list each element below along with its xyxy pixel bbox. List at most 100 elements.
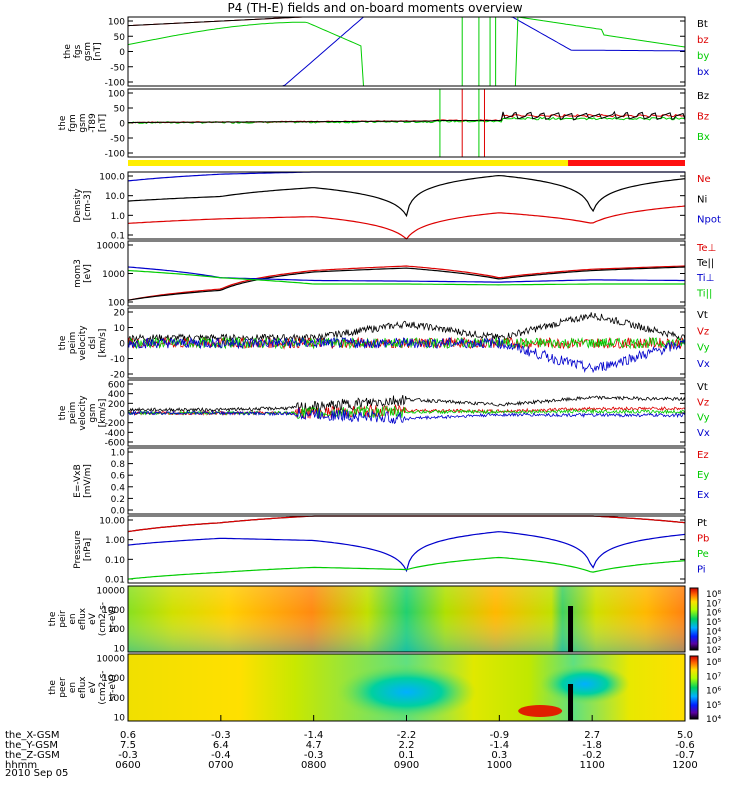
legend-Vt: Vt	[697, 310, 708, 321]
panel-4-ylabel: mom3	[73, 259, 83, 288]
panel-9-ylabel: peir	[58, 610, 68, 628]
panel-2-ylabel: gsm	[78, 113, 88, 132]
panel-1-ytick: -50	[110, 63, 125, 73]
xaxis-value: 5.0	[677, 730, 693, 741]
xaxis-value: -0.3	[118, 750, 138, 761]
panel-6-ytick: -600	[105, 439, 126, 449]
series-Vt	[127, 312, 686, 343]
mode-bar-fast	[568, 160, 685, 166]
panel-9-ytick: 10	[114, 645, 126, 655]
panel-10-ylabel: the	[48, 680, 58, 695]
panel-2-ylabel: fgm	[68, 114, 78, 132]
xaxis-value: -0.3	[304, 750, 324, 761]
colorbar-tick: 10⁶	[706, 687, 721, 697]
panel-1-ytick: 100	[108, 18, 125, 28]
panel-10-ylabel: peer	[58, 677, 68, 698]
panel-6-ytick: 600	[108, 381, 125, 391]
panel-7-ytick: 0.2	[111, 495, 125, 505]
legend-Vy: Vy	[697, 343, 710, 354]
panel-4-ytick: 10000	[96, 242, 125, 252]
panel-10-ytick: 10000	[96, 655, 125, 665]
electron-spectrogram-blob	[539, 664, 630, 704]
series-Vx	[127, 408, 686, 425]
panel-3-ytick: 1.0	[111, 212, 126, 222]
panel-6-frame	[127, 379, 686, 447]
colorbar-tick: 10⁷	[706, 599, 721, 609]
series-Npot	[127, 171, 685, 182]
legend-Vz: Vz	[697, 326, 709, 337]
panel-9-ylabel: eflux	[78, 607, 88, 630]
panel-1-ytick: 50	[114, 33, 126, 43]
panel-3-ylabel: [cm-3]	[83, 191, 93, 221]
panel-10-ytick: 10	[114, 714, 126, 724]
panel-9-ytick: 1000	[102, 606, 125, 616]
series-Vz	[127, 336, 686, 350]
xaxis-value: -0.6	[675, 740, 695, 751]
xaxis-row-label: the_Y-GSM	[5, 740, 58, 751]
colorbar-tick: 10⁴	[706, 715, 721, 725]
colorbar-tick: 10⁵	[706, 618, 721, 628]
panel-5-ytick: 10	[114, 324, 126, 334]
xaxis-value: 6.4	[213, 740, 229, 751]
xaxis-value: 1200	[672, 760, 697, 771]
panel-2-ytick: -100	[105, 150, 126, 160]
xaxis-value: -0.9	[490, 730, 510, 741]
panel-9-ylabel: sr-eV)	[108, 606, 118, 632]
panel-5-ytick: 0	[119, 340, 125, 350]
panel-5-ytick: -10	[110, 355, 125, 365]
xaxis-value: 1100	[579, 760, 604, 771]
panel-9-ylabel: (cm2-s-	[98, 602, 108, 636]
panel-8-ylabel: [nPa]	[83, 538, 93, 561]
panel-1-frame	[127, 16, 686, 87]
panel-6-ylabel: [km/s]	[98, 399, 108, 428]
panel-10-ylabel: en	[68, 682, 78, 693]
panel-9-frame	[127, 585, 686, 653]
series-Ti||	[127, 269, 685, 286]
colorbar-tick: 10⁸	[706, 658, 721, 668]
legend-by: by	[697, 51, 709, 62]
panel-2-ytick: 100	[108, 90, 125, 100]
panel-5-ylabel: velocity	[78, 325, 88, 361]
panel-10-ytick: 100	[108, 694, 125, 704]
panel-3-frame	[127, 171, 686, 240]
panel-3-ytick: 100.0	[99, 173, 125, 183]
series-bx	[128, 16, 685, 87]
legend-Ez: Ez	[697, 450, 709, 461]
panel-8-ytick: 1.00	[105, 536, 125, 546]
panel-1-ylabel: [nT]	[93, 42, 103, 60]
legend-Te⊥: Te⊥	[696, 243, 716, 254]
legend-Pe: Pe	[697, 549, 709, 560]
panel-6-ytick: 400	[108, 390, 125, 400]
panel-2-ytick: 0	[119, 120, 125, 130]
legend-Bz: Bz	[697, 112, 709, 123]
panel-4-frame	[127, 240, 686, 307]
legend-Pb: Pb	[697, 534, 709, 545]
xaxis-value: 0700	[208, 760, 233, 771]
panel-5-ylabel: [km/s]	[98, 329, 108, 358]
panel-7-ytick: 0.4	[111, 483, 126, 493]
colorbar-tick: 10²	[706, 646, 721, 656]
legend-Ti||: Ti||	[696, 288, 712, 299]
electron-spectrogram-blob	[336, 664, 477, 720]
xaxis-row-label: the_Z-GSM	[5, 750, 60, 761]
panel-7-frame	[127, 447, 686, 515]
legend-Ni: Ni	[697, 194, 707, 205]
panel-6-ylabel: velocity	[78, 395, 88, 431]
panel-6-ylabel: peim	[68, 402, 78, 425]
panel-4-ylabel: [eV]	[83, 264, 93, 283]
legend-Vy: Vy	[697, 413, 710, 424]
panel-8-ytick: 10.00	[99, 517, 125, 527]
xaxis-value: 1000	[487, 760, 512, 771]
panel-2-ylabel: [nT]	[98, 114, 108, 132]
series-Vy	[127, 405, 686, 420]
legend-Pi: Pi	[697, 565, 706, 576]
panel-2-ytick: -50	[110, 135, 125, 145]
panel-3-ytick: 10.0	[105, 192, 125, 202]
panel-9-ytick: 10000	[96, 587, 125, 597]
panel-8-ytick: 0.01	[105, 576, 125, 586]
panel-2-ylabel: the	[58, 115, 68, 130]
legend-Ti⊥: Ti⊥	[696, 273, 714, 284]
series-Vt	[127, 395, 686, 415]
panel-7-ytick: 0.8	[111, 460, 126, 470]
panel-9-ylabel: en	[68, 613, 78, 624]
